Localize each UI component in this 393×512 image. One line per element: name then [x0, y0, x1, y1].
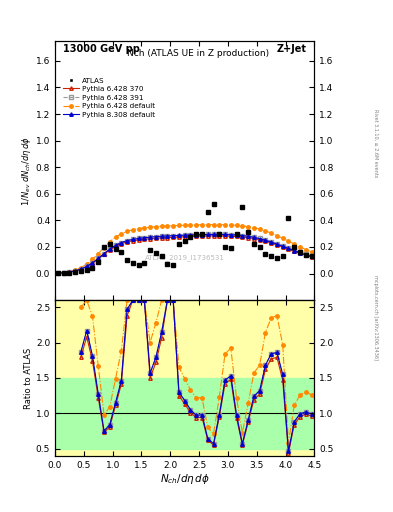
Text: mcplots.cern.ch [arXiv:1306.3436]: mcplots.cern.ch [arXiv:1306.3436] — [373, 275, 378, 360]
Text: ATLAS_2019_I1736531: ATLAS_2019_I1736531 — [145, 254, 225, 261]
Y-axis label: Ratio to ATLAS: Ratio to ATLAS — [24, 347, 33, 409]
Legend: ATLAS, Pythia 6.428 370, Pythia 6.428 391, Pythia 6.428 default, Pythia 8.308 de: ATLAS, Pythia 6.428 370, Pythia 6.428 39… — [61, 76, 157, 119]
Text: Nch (ATLAS UE in Z production): Nch (ATLAS UE in Z production) — [127, 49, 269, 58]
Y-axis label: $1/N_{ev}\;dN_{ch}/d\eta\,d\phi$: $1/N_{ev}\;dN_{ch}/d\eta\,d\phi$ — [20, 136, 33, 206]
X-axis label: $N_{ch}/d\eta\,d\phi$: $N_{ch}/d\eta\,d\phi$ — [160, 472, 210, 486]
Text: 13000 GeV pp: 13000 GeV pp — [63, 44, 140, 54]
Text: Rivet 3.1.10, ≥ 2.6M events: Rivet 3.1.10, ≥ 2.6M events — [373, 109, 378, 178]
Text: Z+Jet: Z+Jet — [277, 44, 307, 54]
